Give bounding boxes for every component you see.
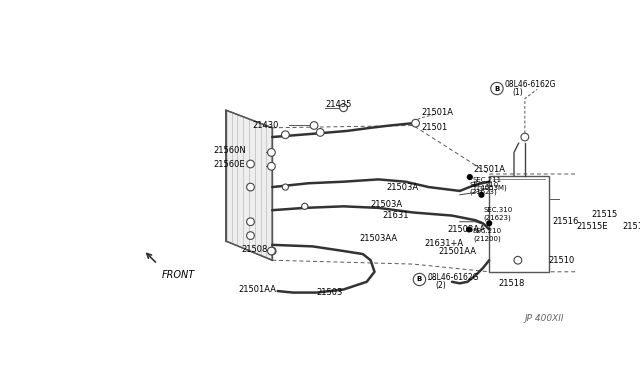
Circle shape xyxy=(412,119,419,127)
Text: 21518: 21518 xyxy=(499,279,525,288)
Text: (21200): (21200) xyxy=(473,235,500,242)
Circle shape xyxy=(491,82,503,95)
Text: 21501A: 21501A xyxy=(421,108,453,117)
Text: 21503A: 21503A xyxy=(371,200,403,209)
Text: 08L46-6162G: 08L46-6162G xyxy=(505,80,556,89)
Text: (14053M): (14053M) xyxy=(473,185,507,191)
Text: FRONT: FRONT xyxy=(161,270,195,280)
Circle shape xyxy=(340,104,348,112)
Circle shape xyxy=(413,273,426,286)
Text: 21631+A: 21631+A xyxy=(425,239,464,248)
Text: 21515E: 21515E xyxy=(623,222,640,231)
Polygon shape xyxy=(226,110,272,260)
Circle shape xyxy=(282,184,289,190)
Text: 08L46-6162G: 08L46-6162G xyxy=(428,273,479,282)
Text: 21501: 21501 xyxy=(421,123,447,132)
Text: (21623): (21623) xyxy=(470,189,497,195)
Circle shape xyxy=(246,183,254,191)
Circle shape xyxy=(246,232,254,240)
Circle shape xyxy=(310,122,318,129)
Text: 21503: 21503 xyxy=(316,288,343,297)
Circle shape xyxy=(301,203,308,209)
Text: (2): (2) xyxy=(435,281,445,290)
Text: SEC.210: SEC.210 xyxy=(473,228,502,234)
Text: 21515: 21515 xyxy=(591,209,618,218)
Circle shape xyxy=(316,129,324,136)
Circle shape xyxy=(478,192,484,198)
Text: SEC.211: SEC.211 xyxy=(473,177,502,183)
Text: 21560E: 21560E xyxy=(213,160,245,169)
Text: (21623): (21623) xyxy=(483,215,511,221)
Circle shape xyxy=(514,256,522,264)
Circle shape xyxy=(282,131,289,139)
Text: 21501AA: 21501AA xyxy=(239,285,277,294)
Circle shape xyxy=(268,247,275,255)
Text: 21510: 21510 xyxy=(549,256,575,265)
Text: 21501AA: 21501AA xyxy=(438,247,476,256)
Text: JP 400XII: JP 400XII xyxy=(525,314,564,323)
Circle shape xyxy=(246,218,254,225)
Text: SEC.310: SEC.310 xyxy=(483,207,512,213)
Circle shape xyxy=(486,220,492,226)
Text: 21516: 21516 xyxy=(553,217,579,226)
Text: B: B xyxy=(494,86,500,92)
Text: 21430: 21430 xyxy=(252,121,278,130)
Text: 21503AA: 21503AA xyxy=(359,234,397,243)
Text: B: B xyxy=(417,276,422,282)
Circle shape xyxy=(246,160,254,168)
Circle shape xyxy=(521,133,529,141)
Circle shape xyxy=(268,247,276,255)
Text: 21631: 21631 xyxy=(382,211,409,220)
Text: 21503A: 21503A xyxy=(386,183,419,192)
Text: 21501A: 21501A xyxy=(473,165,505,174)
Circle shape xyxy=(268,148,275,156)
Text: 21515E: 21515E xyxy=(576,222,607,231)
Text: (1): (1) xyxy=(513,88,524,97)
Circle shape xyxy=(466,226,472,232)
Text: 21560N: 21560N xyxy=(213,147,246,155)
Text: 21508: 21508 xyxy=(241,245,268,254)
Text: SEC.310: SEC.310 xyxy=(470,182,499,188)
Text: 21503AA: 21503AA xyxy=(447,225,486,234)
Bar xyxy=(489,176,549,272)
Circle shape xyxy=(268,163,275,170)
Text: 21435: 21435 xyxy=(325,100,351,109)
Circle shape xyxy=(467,174,473,180)
